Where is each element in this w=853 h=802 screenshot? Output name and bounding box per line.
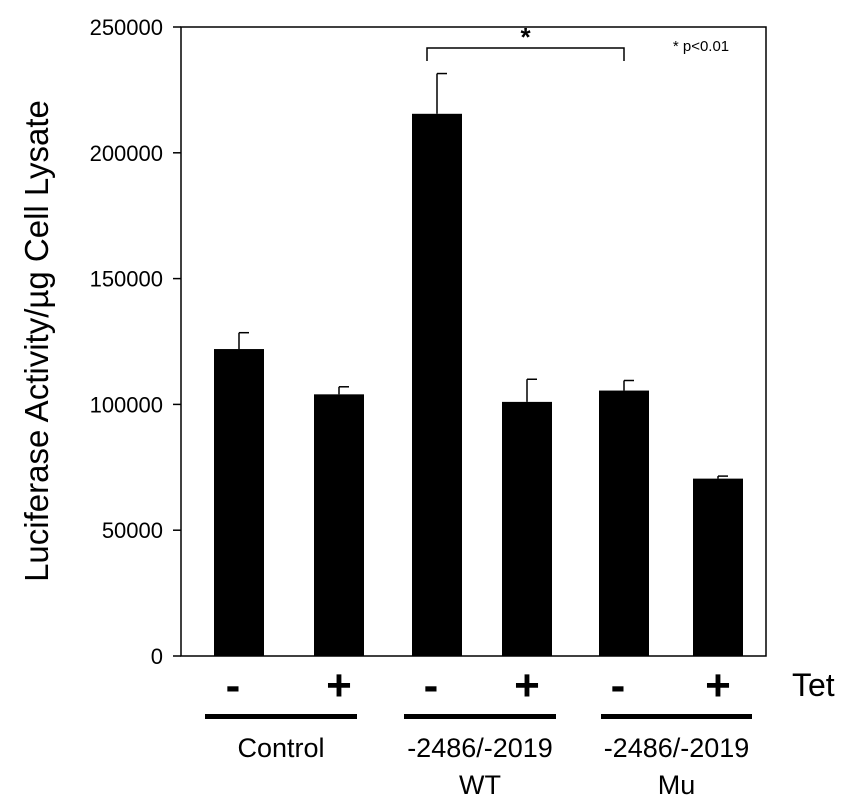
bar — [693, 478, 743, 656]
group-label: Mu — [658, 770, 696, 800]
bar — [214, 349, 264, 656]
tet-plus-sign: + — [514, 661, 540, 710]
bars — [214, 113, 743, 656]
y-tick-label: 250000 — [90, 15, 163, 40]
tet-plus-sign: + — [326, 661, 352, 710]
bar — [412, 113, 462, 656]
tet-label: Tet — [792, 667, 835, 703]
plot-area-frame — [180, 26, 767, 657]
group-labels: Control -2486/-2019 WT -2486/-2019 Mu — [205, 714, 752, 800]
error-bars — [238, 72, 728, 479]
significance-annotation: * * p<0.01 — [426, 22, 729, 61]
bar — [314, 394, 364, 656]
tet-minus-sign: - — [611, 661, 626, 710]
tet-treatment-row: Tet - + - + - + — [226, 661, 835, 710]
group-underline — [404, 714, 556, 719]
group-underline — [205, 714, 357, 719]
group-label: Control — [237, 733, 324, 763]
tet-minus-sign: - — [226, 661, 241, 710]
y-tick-label: 0 — [151, 644, 163, 669]
significance-marker: * — [520, 22, 531, 52]
y-tick-label: 100000 — [90, 392, 163, 417]
tet-minus-sign: - — [424, 661, 439, 710]
bar — [599, 390, 649, 656]
group-label: -2486/-2019 — [407, 733, 553, 763]
y-tick-label: 200000 — [90, 141, 163, 166]
bar — [502, 401, 552, 656]
significance-note: * p<0.01 — [673, 38, 729, 55]
tet-plus-sign: + — [705, 661, 731, 710]
y-axis-ticks: 0 50000 100000 150000 200000 250000 — [90, 15, 181, 669]
significance-bracket — [426, 47, 625, 61]
y-axis-label: Luciferase Activity/µg Cell Lysate — [18, 100, 55, 582]
group-underline — [601, 714, 752, 719]
y-tick-label: 150000 — [90, 267, 163, 292]
group-label: -2486/-2019 — [604, 733, 750, 763]
group-label: WT — [459, 770, 501, 800]
y-tick-label: 50000 — [102, 518, 163, 543]
